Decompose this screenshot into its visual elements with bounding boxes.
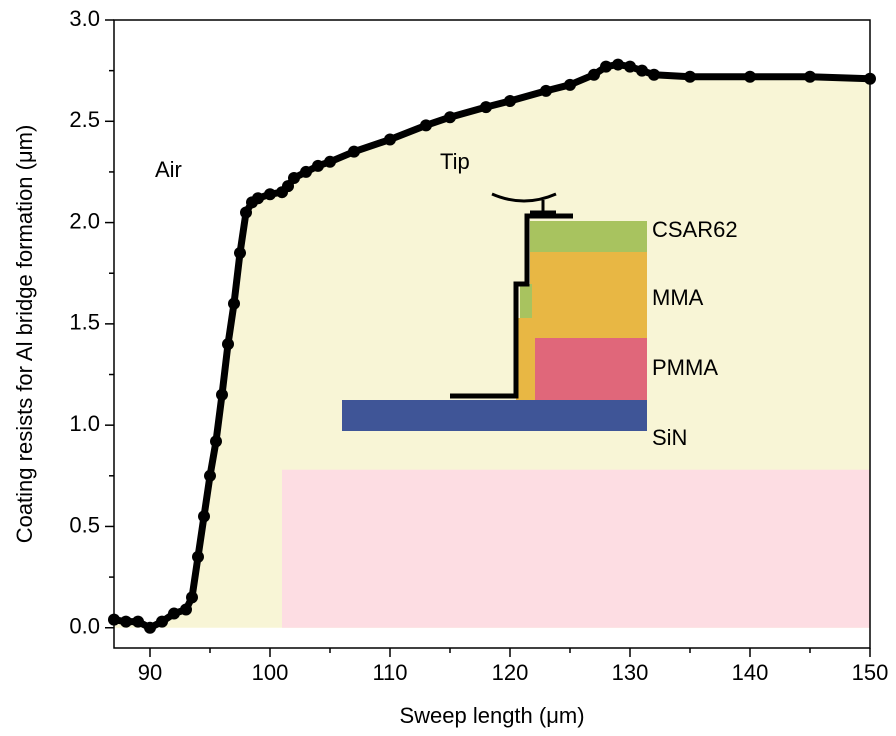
data-point (252, 192, 264, 205)
data-point (288, 172, 300, 185)
tip-stem (530, 200, 556, 214)
mma-layer (516, 318, 536, 400)
data-point (588, 68, 600, 81)
x-tick-label: 150 (852, 660, 889, 685)
x-tick-label: 90 (138, 660, 162, 685)
data-point (420, 119, 432, 132)
y-tick-label: 3.0 (69, 6, 100, 31)
mma-layer (530, 252, 647, 338)
data-point (480, 101, 492, 114)
annotation: Tip (440, 149, 470, 174)
data-point (120, 615, 132, 628)
data-point (348, 145, 360, 158)
y-axis-label: Coating resists for Al bridge formation … (12, 125, 37, 544)
x-tick-label: 120 (492, 660, 529, 685)
data-point (198, 510, 210, 523)
data-point (240, 206, 252, 219)
data-point (180, 603, 192, 616)
csar-layer (520, 284, 532, 318)
data-point (684, 70, 696, 83)
sin-layer (342, 400, 647, 431)
data-point (636, 64, 648, 77)
annotation: SiN (652, 425, 687, 450)
pmma-layer (535, 338, 647, 400)
y-tick-label: 0.5 (69, 512, 100, 537)
inset-diagram: Air Tip CSAR62 MMA PMMA SiN (155, 149, 738, 450)
y-tick-label: 2.0 (69, 208, 100, 233)
plot-frame (113, 19, 871, 649)
data-point (384, 133, 396, 146)
x-axis-label: Sweep length (μm) (399, 703, 584, 728)
annotation: CSAR62 (652, 217, 738, 242)
deposit-profile (450, 213, 573, 399)
annotation: Air (155, 157, 182, 182)
data-point (300, 165, 312, 178)
foreground-layer: 90 100 110 120 130 140 150 0.0 0.5 1.0 1.5 2.0 2.5 3.… (69, 6, 888, 685)
background-layer (114, 64, 870, 628)
data-point (216, 388, 228, 401)
data-point (312, 159, 324, 172)
x-tick-label: 110 (372, 660, 407, 685)
data-point (168, 607, 180, 620)
tip-shape (491, 192, 557, 203)
csar-layer (530, 221, 647, 252)
data-point (192, 550, 204, 563)
annotation: PMMA (652, 355, 718, 380)
data-point (144, 621, 156, 634)
data-point (264, 188, 276, 201)
data-point (156, 615, 168, 628)
data-point (624, 60, 636, 73)
x-tick-label: 140 (732, 660, 769, 685)
data-point (648, 68, 660, 81)
data-point (540, 84, 552, 97)
data-point (600, 60, 612, 73)
data-point (132, 615, 144, 628)
data-point (564, 78, 576, 91)
shaded-region (282, 469, 870, 628)
x-tick-label: 100 (252, 660, 289, 685)
data-point (744, 70, 756, 83)
data-point (186, 591, 198, 604)
y-tick-label: 1.5 (69, 310, 100, 335)
annotation: MMA (652, 285, 704, 310)
data-point (210, 435, 222, 448)
data-point (234, 246, 246, 259)
y-tick-label: 2.5 (69, 107, 100, 132)
data-point (804, 70, 816, 83)
data-point (222, 338, 234, 351)
data-point (324, 155, 336, 168)
data-point (204, 469, 216, 482)
data-point (504, 95, 516, 108)
data-point (444, 111, 456, 124)
y-tick-label: 1.0 (69, 411, 100, 436)
x-tick-label: 130 (612, 660, 649, 685)
data-point (228, 297, 240, 310)
data-point (612, 58, 624, 71)
y-tick-label: 0.0 (69, 614, 100, 639)
